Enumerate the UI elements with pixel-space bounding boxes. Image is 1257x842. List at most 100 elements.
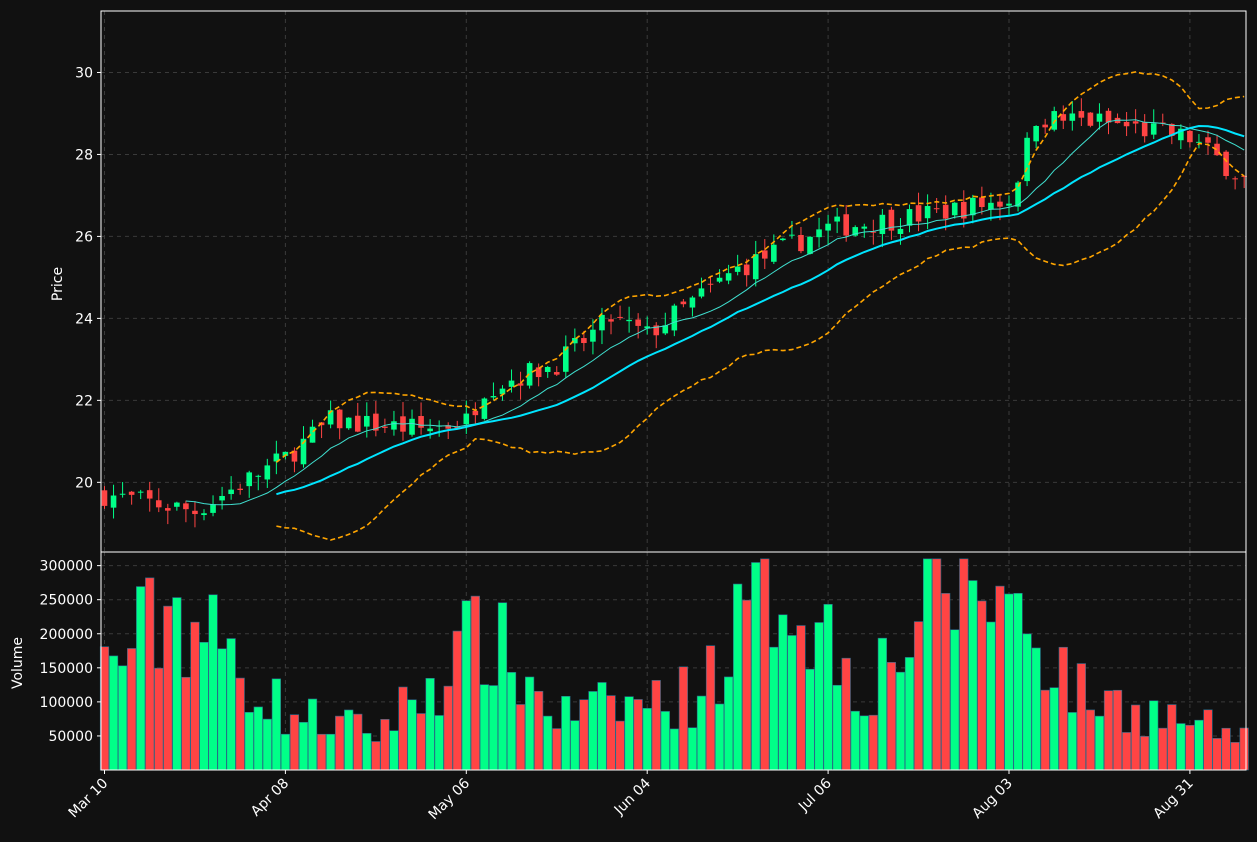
candle-body: [897, 228, 904, 234]
volume-bar: [552, 728, 562, 771]
volume-bar: [316, 733, 327, 771]
x-tick-label: Jun 04: [611, 775, 654, 818]
price-tick-label: 24: [75, 311, 93, 327]
volume-bar: [1022, 633, 1032, 771]
candle-body: [490, 396, 497, 398]
candle-body: [300, 438, 307, 465]
volume-bar: [452, 630, 462, 771]
candle-body: [861, 226, 868, 229]
candle-body: [843, 214, 849, 236]
volume-bar: [913, 621, 924, 771]
candle-body: [445, 425, 452, 429]
volume-bar: [217, 648, 227, 771]
volume-bar: [1040, 689, 1050, 771]
volume-bar: [488, 685, 499, 771]
price-grid: [101, 11, 1246, 552]
candle-body: [544, 366, 551, 372]
candle-body: [752, 254, 759, 280]
volume-bar: [850, 710, 860, 771]
price-tick-label: 28: [75, 147, 93, 163]
candle-body: [1096, 113, 1103, 122]
volume-bar: [733, 583, 743, 771]
candle-body: [327, 410, 334, 425]
volume-bar: [145, 577, 155, 771]
candle-body: [535, 367, 542, 378]
candle-body: [472, 410, 479, 416]
volume-tick-label: 150000: [40, 661, 93, 677]
candle-body: [508, 380, 515, 387]
candle-body: [201, 513, 207, 516]
candle-body: [644, 326, 650, 329]
volume-bar: [561, 695, 571, 771]
candle-body: [1187, 130, 1193, 143]
volume-bar: [778, 614, 788, 771]
candle-body: [1150, 123, 1157, 135]
x-tick-label: Aug 31: [1150, 776, 1196, 822]
volume-bar: [932, 558, 942, 771]
volume-bar: [515, 704, 526, 771]
volume-bar: [172, 597, 182, 771]
volume-bar: [253, 706, 263, 771]
volume-bar: [461, 600, 471, 771]
price-tick-label: 22: [75, 393, 93, 409]
volume-bar: [362, 733, 372, 771]
candle-body: [951, 202, 958, 216]
candle-body: [1087, 112, 1094, 126]
volume-bar: [895, 671, 906, 771]
candle-body: [988, 202, 994, 210]
candle-body: [617, 316, 623, 318]
candle-body: [336, 409, 343, 429]
candle-body: [599, 314, 605, 331]
volume-bar: [651, 680, 661, 771]
volume-bar: [615, 720, 625, 771]
volume-bar: [1067, 712, 1077, 771]
volume-bar: [588, 691, 598, 771]
fast-ma-line: [185, 119, 1245, 506]
volume-bar: [660, 711, 670, 771]
volume-bar: [579, 699, 589, 771]
volume-bar: [1131, 704, 1141, 771]
candle-body: [626, 319, 632, 322]
volume-bar: [1212, 738, 1222, 771]
candle-body: [228, 489, 234, 495]
volume-bar: [570, 720, 580, 771]
candle-body: [798, 234, 804, 252]
volume-bar: [1167, 704, 1177, 771]
volume-bar: [525, 676, 535, 771]
candle-body: [553, 372, 560, 375]
candle-body: [264, 465, 271, 480]
candle-body: [1205, 137, 1211, 143]
candle-body: [246, 472, 253, 487]
candle-body: [816, 229, 822, 238]
candle-body: [110, 495, 117, 508]
candle-body: [689, 297, 696, 308]
volume-bar: [289, 714, 300, 771]
volume-bar: [543, 715, 553, 771]
candle-body: [870, 231, 877, 233]
candle-body: [409, 418, 415, 435]
price-tick-label: 26: [75, 229, 93, 245]
volume-bar: [597, 682, 607, 771]
candle-body: [1042, 124, 1048, 128]
candle-body: [562, 346, 569, 372]
candle-body: [309, 426, 316, 443]
volume-bar: [995, 585, 1005, 771]
candle-body: [119, 493, 126, 495]
candle-body: [165, 508, 171, 511]
price-tick-label: 30: [75, 65, 93, 81]
candle-body: [291, 450, 298, 462]
candle-body: [1223, 151, 1229, 177]
volume-bar: [416, 713, 426, 771]
volume-bar: [1031, 647, 1041, 771]
volume-bar: [904, 657, 915, 771]
candle-body: [743, 264, 750, 276]
candle-body: [183, 503, 189, 510]
volume-bar: [950, 629, 960, 771]
candle-body: [282, 451, 289, 456]
candle-body: [1051, 111, 1058, 130]
volume-bar: [371, 741, 381, 771]
candle-body: [219, 495, 225, 501]
candle-body: [418, 416, 424, 428]
volume-bar: [443, 685, 453, 771]
candle-body: [942, 204, 949, 219]
